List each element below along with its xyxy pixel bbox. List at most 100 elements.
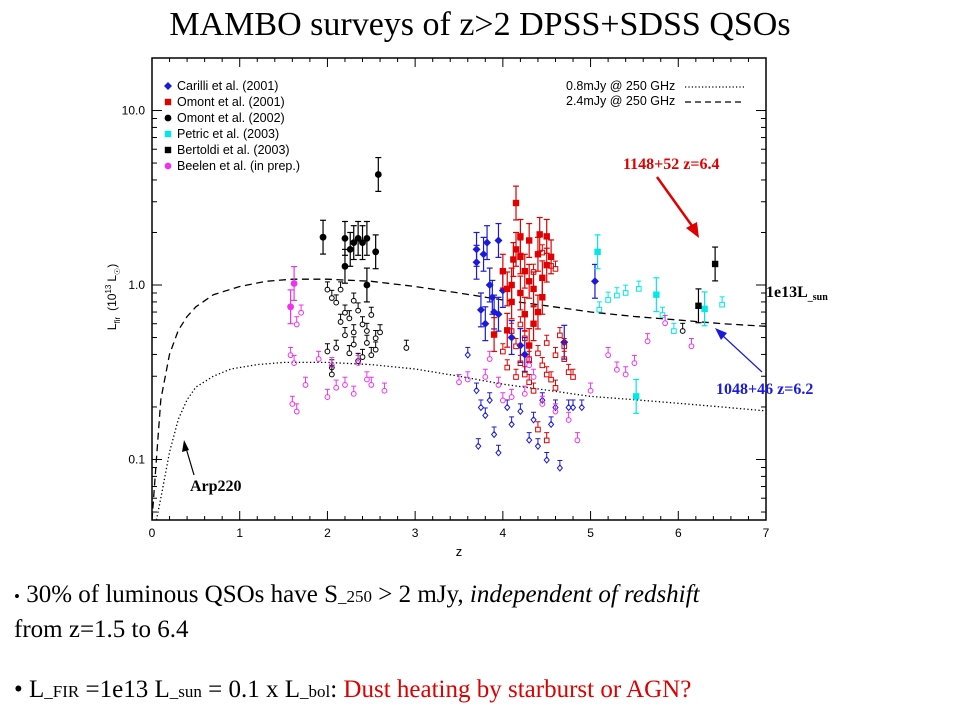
series-6-limit bbox=[508, 394, 515, 400]
series-3-limit bbox=[346, 315, 353, 322]
series-2-point bbox=[517, 233, 524, 240]
series-3-limit bbox=[324, 286, 331, 293]
legend-marker-1 bbox=[164, 82, 172, 90]
series-4-limit bbox=[719, 301, 725, 308]
svg-text:Lfir(1013L☉): Lfir(1013L☉) bbox=[104, 264, 122, 330]
series-6-limit bbox=[499, 397, 506, 404]
series-6-limit bbox=[289, 401, 296, 407]
series-2-point bbox=[525, 237, 533, 244]
series-2-limit bbox=[521, 371, 528, 378]
series-6-limit bbox=[574, 437, 581, 444]
bullet-2-b-sub: _sun bbox=[169, 682, 202, 701]
series-4-point bbox=[653, 291, 660, 298]
bullet-2-c: = 0.1 x L bbox=[201, 676, 300, 703]
series-2-point bbox=[525, 278, 533, 285]
series-2-point bbox=[534, 251, 542, 258]
legend-marker-2 bbox=[164, 98, 172, 106]
series-4-point bbox=[632, 393, 640, 400]
annotation-1148: 1148+52 z=6.4 bbox=[623, 156, 719, 173]
series-1-limit bbox=[486, 396, 493, 405]
y-tick-label: 0.1 bbox=[128, 452, 145, 466]
series-1-limit bbox=[495, 448, 502, 457]
annotation-1e13: 1e13L_sun bbox=[766, 284, 828, 303]
series-1-point bbox=[483, 238, 492, 247]
y-label-sub: fir bbox=[113, 317, 122, 324]
y-label-unit: L bbox=[105, 275, 119, 282]
series-1-point bbox=[472, 258, 481, 267]
series-2-limit bbox=[530, 388, 537, 394]
series-3-limit bbox=[355, 307, 362, 314]
series-6-limit bbox=[526, 362, 533, 369]
annotation-1148-arrowhead bbox=[686, 222, 699, 238]
annotation-arp220-arrowhead bbox=[182, 440, 189, 452]
series-3-point bbox=[341, 234, 349, 242]
series-4-limit bbox=[605, 297, 611, 303]
series-3-limit bbox=[337, 319, 344, 325]
series-1-limit bbox=[526, 436, 533, 444]
series-3-limit bbox=[328, 295, 335, 301]
series-2-point bbox=[512, 246, 520, 253]
series-3-limit bbox=[359, 321, 366, 328]
series-2-point bbox=[543, 261, 550, 269]
x-tick-label: 6 bbox=[675, 526, 682, 540]
series-2-point bbox=[534, 308, 542, 316]
series-5-point bbox=[711, 260, 719, 268]
series-2-limit bbox=[504, 364, 511, 371]
series-6-limit bbox=[495, 382, 502, 388]
series-6-limit bbox=[355, 360, 362, 367]
legend-marker-3 bbox=[164, 114, 172, 122]
series-2-point bbox=[490, 331, 498, 338]
series-1-limit bbox=[517, 407, 524, 416]
y-label-unit-sub: ☉ bbox=[113, 268, 122, 275]
luminosity-redshift-chart: 0 1 2 3 4 5 6 70.11.010.0 z Lfir(1013L☉) Carill… bbox=[104, 57, 828, 559]
series-2-point bbox=[504, 285, 511, 293]
annotation-1e13-main: 1e13L bbox=[766, 284, 808, 301]
x-tick-label: 1 bbox=[236, 526, 243, 540]
series-4-limit bbox=[671, 328, 677, 334]
series-6-limit bbox=[293, 408, 300, 415]
series-1-limit bbox=[464, 351, 471, 359]
series-5-point bbox=[695, 302, 702, 310]
series-2-point bbox=[512, 199, 520, 207]
series-2-point bbox=[521, 311, 528, 318]
series-6-limit bbox=[302, 382, 309, 388]
series-1-point bbox=[481, 319, 490, 328]
legend-label-4: Petric et al. (2003) bbox=[177, 127, 279, 141]
x-tick-label: 0 bbox=[149, 526, 156, 540]
series-2-point bbox=[539, 294, 546, 301]
legend-marker-4 bbox=[164, 130, 172, 138]
series-1-limit bbox=[569, 403, 577, 412]
series-1-limit bbox=[552, 403, 559, 412]
series-2-point bbox=[499, 267, 507, 275]
series-1-limit bbox=[475, 442, 482, 450]
legend-label-3: Omont et al. (2002) bbox=[177, 111, 285, 125]
series-3-point bbox=[374, 171, 382, 178]
series-3-limit bbox=[359, 354, 366, 360]
series-3-point bbox=[350, 239, 358, 247]
series-3-limit bbox=[346, 350, 353, 357]
series-1-limit bbox=[530, 416, 537, 424]
series-3-limit bbox=[333, 345, 340, 351]
series-3-point bbox=[346, 245, 354, 253]
series-3-limit bbox=[350, 341, 357, 348]
series-3-limit bbox=[364, 328, 370, 334]
series-6-limit bbox=[464, 376, 471, 383]
series-2-limit bbox=[521, 335, 528, 342]
series-1-point bbox=[507, 333, 516, 342]
series-2-limit bbox=[513, 374, 519, 380]
series-4-point bbox=[701, 305, 708, 313]
series-6-point bbox=[287, 303, 294, 311]
data-marks bbox=[164, 82, 725, 472]
series-5-limit bbox=[679, 328, 686, 334]
bullet-2-d: : bbox=[330, 676, 344, 703]
series-2-limit bbox=[552, 352, 559, 359]
annotation-1048-arrow bbox=[721, 334, 763, 373]
x-tick-label: 4 bbox=[500, 526, 507, 540]
axis-ticks bbox=[151, 57, 767, 520]
series-1-point bbox=[494, 236, 503, 245]
bullet-2-c-sub: _bol bbox=[299, 682, 331, 701]
series-1-limit bbox=[556, 464, 564, 472]
plot-frame bbox=[151, 57, 767, 521]
bullet-2-a-sub: _FIR bbox=[44, 682, 80, 701]
series-6-limit bbox=[381, 387, 388, 394]
